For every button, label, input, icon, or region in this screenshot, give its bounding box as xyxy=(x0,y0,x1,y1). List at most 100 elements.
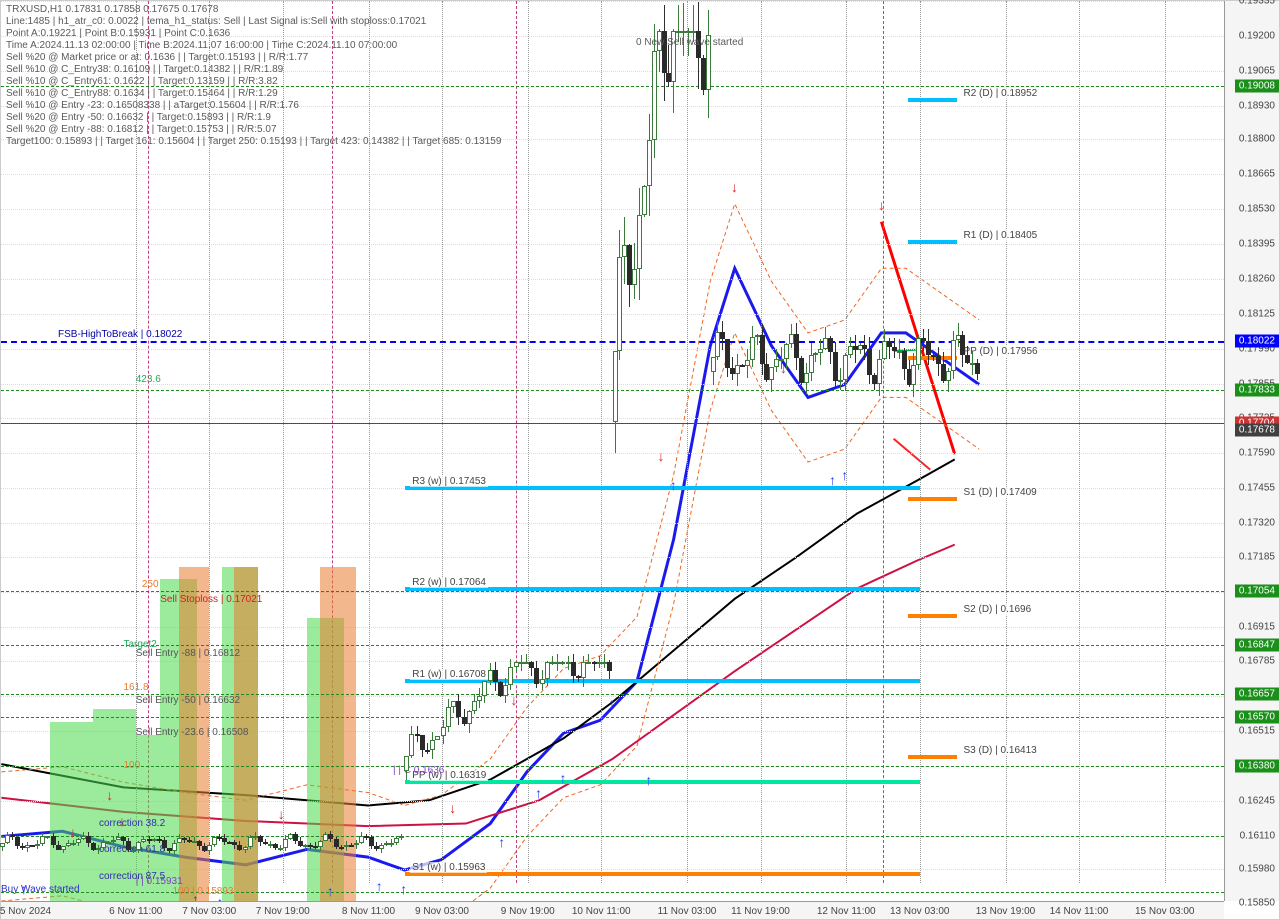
y-tick: 0.18260 xyxy=(1239,274,1275,285)
up-arrow-icon: ↑ xyxy=(841,467,848,483)
pivot-label: R2 (D) | 0.18952 xyxy=(962,88,1040,99)
annotation: 250 xyxy=(142,579,159,590)
y-tick: 0.19200 xyxy=(1239,30,1275,41)
info-line: Sell %20 @ Entry -88: 0.16812 | | Target… xyxy=(6,124,277,135)
annotation: | | C 0.1636 xyxy=(393,765,444,776)
y-tick: 0.17320 xyxy=(1239,517,1275,528)
up-arrow-icon: ↑ xyxy=(560,770,567,786)
pivot-line xyxy=(908,240,957,244)
histogram-bar xyxy=(320,567,357,903)
y-tick: 0.18395 xyxy=(1239,239,1275,250)
y-tick: 0.16245 xyxy=(1239,795,1275,806)
down-arrow-icon: ↓ xyxy=(449,800,456,816)
down-arrow-icon: ↓ xyxy=(70,824,77,840)
y-tick: 0.18125 xyxy=(1239,309,1275,320)
info-line: Sell %10 @ C_Entry88: 0.1634 | | Target:… xyxy=(6,88,278,99)
info-line: Line:1485 | h1_atr_c0: 0.0022 | tema_h1_… xyxy=(6,16,426,27)
y-tick: 0.16785 xyxy=(1239,656,1275,667)
annotation: Buy Wave started xyxy=(1,884,80,895)
down-arrow-icon: ↓ xyxy=(780,360,787,376)
chart-container: MARKET TRADE FSB-HighToBreak | 0.18022R2… xyxy=(0,0,1280,920)
x-tick: 6 Nov 11:00 xyxy=(109,906,162,917)
price-tag: 0.17678 xyxy=(1235,423,1279,436)
price-tag: 0.17833 xyxy=(1235,383,1279,396)
info-line: Sell %10 @ Entry -23: 0.16508338 | | aTa… xyxy=(6,100,299,111)
y-tick: 0.16515 xyxy=(1239,725,1275,736)
y-tick: 0.15980 xyxy=(1239,864,1275,875)
pivot-label: PP (D) | 0.17956 xyxy=(962,346,1040,357)
price-tag: 0.16380 xyxy=(1235,759,1279,772)
annotation: Sell Entry -50 | 0.16632 xyxy=(136,695,240,706)
x-tick: 11 Nov 19:00 xyxy=(731,906,790,917)
up-arrow-icon: ↑ xyxy=(670,477,677,493)
y-axis: 0.193350.192000.190650.189300.188000.186… xyxy=(1224,1,1279,901)
pivot-line xyxy=(908,614,957,618)
pivot-label: S2 (D) | 0.1696 xyxy=(962,604,1034,615)
symbol-info: TRXUSD,H1 0.17831 0.17858 0.17675 0.1767… xyxy=(6,4,218,15)
y-tick: 0.17185 xyxy=(1239,552,1275,563)
wave-label: 0 New Sell wave started xyxy=(636,37,743,48)
y-tick: 0.15850 xyxy=(1239,898,1275,909)
x-tick: 11 Nov 03:00 xyxy=(658,906,717,917)
annotation: 161.8 xyxy=(124,682,149,693)
x-tick: 8 Nov 11:00 xyxy=(342,906,395,917)
pivot-label: R2 (w) | 0.17064 xyxy=(410,577,488,588)
price-tag: 0.19008 xyxy=(1235,79,1279,92)
y-tick: 0.18530 xyxy=(1239,204,1275,215)
info-line: Time A:2024.11.13 02:00:00 | Time B:2024… xyxy=(6,40,397,51)
y-tick: 0.16915 xyxy=(1239,622,1275,633)
annotation: Sell Entry -23.6 | 0.16508 xyxy=(136,727,249,738)
x-tick: 15 Nov 03:00 xyxy=(1135,906,1195,917)
down-arrow-icon: ↓ xyxy=(731,179,738,195)
down-arrow-icon: ↓ xyxy=(119,813,126,829)
pivot-line xyxy=(908,755,957,759)
x-tick: 5 Nov 2024 xyxy=(0,906,51,917)
histogram-bar xyxy=(50,722,93,903)
x-tick: 7 Nov 19:00 xyxy=(256,906,310,917)
pivot-label: S1 (D) | 0.17409 xyxy=(962,487,1039,498)
price-tag: 0.18022 xyxy=(1235,334,1279,347)
info-line: Target100: 0.15893 | | Target 161: 0.156… xyxy=(6,136,501,147)
up-arrow-icon: ↑ xyxy=(376,878,383,894)
down-arrow-icon: ↓ xyxy=(278,806,285,822)
pivot-line xyxy=(908,98,957,102)
x-tick: 13 Nov 03:00 xyxy=(890,906,950,917)
y-tick: 0.19335 xyxy=(1239,0,1275,7)
info-line: Sell %10 @ C_Entry38: 0.16109 | | Target… xyxy=(6,64,283,75)
x-tick: 12 Nov 11:00 xyxy=(817,906,876,917)
y-tick: 0.18930 xyxy=(1239,100,1275,111)
down-arrow-icon: ↓ xyxy=(106,787,113,803)
x-tick: 13 Nov 19:00 xyxy=(976,906,1036,917)
down-arrow-icon: ↓ xyxy=(658,448,665,464)
annotation: 100 | 0.15893 xyxy=(173,886,234,897)
x-tick: 9 Nov 03:00 xyxy=(415,906,469,917)
pivot-label: R3 (w) | 0.17453 xyxy=(410,476,488,487)
price-tag: 0.16570 xyxy=(1235,710,1279,723)
info-line: Sell %10 @ C_Entry61: 0.1622 | | Target:… xyxy=(6,76,278,87)
pivot-label: R1 (D) | 0.18405 xyxy=(962,230,1040,241)
hline-label: FSB-HighToBreak | 0.18022 xyxy=(56,329,184,340)
down-arrow-icon: ↓ xyxy=(511,692,518,708)
up-arrow-icon: ↑ xyxy=(829,472,836,488)
info-line: Point A:0.19221 | Point B:0.15931 | Poin… xyxy=(6,28,230,39)
info-line: Sell %20 @ Entry -50: 0.16632 | | Target… xyxy=(6,112,271,123)
pivot-label: S1 (w) | 0.15963 xyxy=(410,862,487,873)
info-line: Sell %20 @ Market price or at: 0.1636 | … xyxy=(6,52,308,63)
y-tick: 0.16110 xyxy=(1240,830,1275,841)
up-arrow-icon: ↑ xyxy=(645,772,652,788)
y-tick: 0.19065 xyxy=(1239,65,1275,76)
down-arrow-icon: ↓ xyxy=(878,197,885,213)
up-arrow-icon: ↑ xyxy=(682,472,689,488)
x-axis: 5 Nov 2024 6 Nov 11:00 7 Nov 03:00 7 Nov 19… xyxy=(1,901,1224,919)
up-arrow-icon: ↑ xyxy=(400,881,407,897)
annotation: 100 xyxy=(124,760,141,771)
x-tick: 9 Nov 19:00 xyxy=(501,906,555,917)
x-tick: 7 Nov 03:00 xyxy=(182,906,236,917)
pivot-label: S3 (D) | 0.16413 xyxy=(962,745,1039,756)
up-arrow-icon: ↑ xyxy=(21,881,28,897)
annotation: Sell Stoploss | 0.17021 xyxy=(160,594,262,605)
up-arrow-icon: ↑ xyxy=(609,695,616,711)
x-tick: 14 Nov 11:00 xyxy=(1050,906,1109,917)
y-tick: 0.17590 xyxy=(1239,447,1275,458)
price-tag: 0.17054 xyxy=(1235,585,1279,598)
